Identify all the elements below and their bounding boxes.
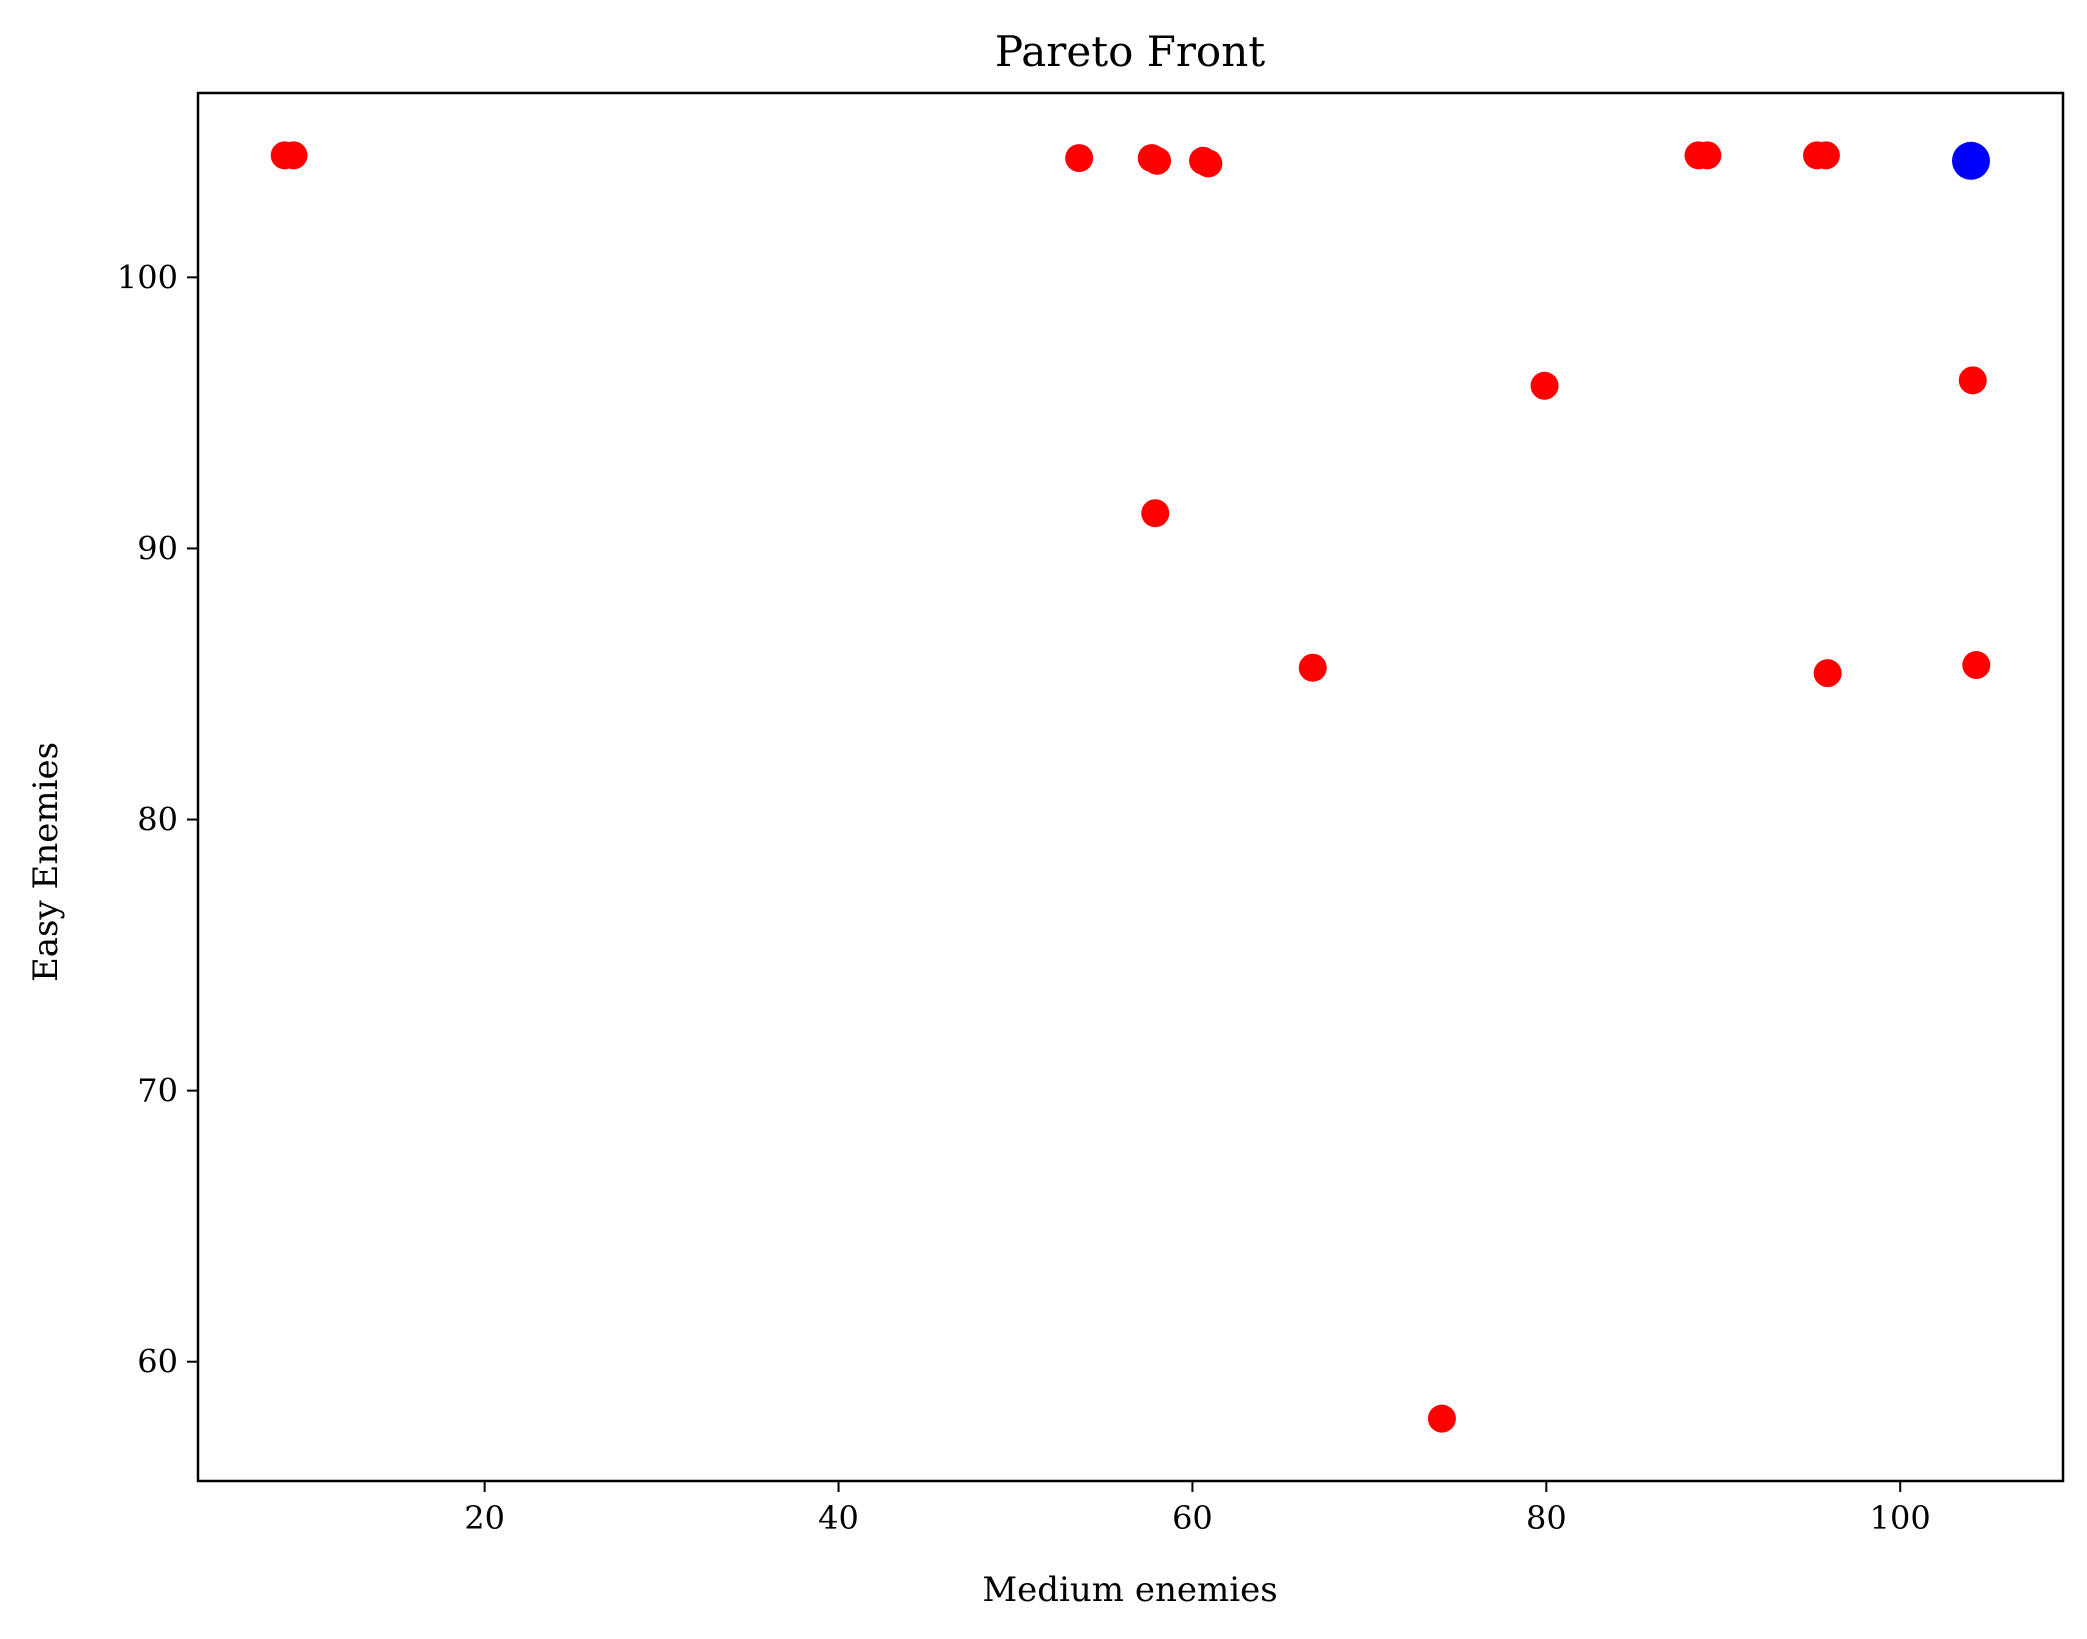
x-axis-ticks: 20 40 60 80 100 xyxy=(464,1481,1931,1537)
chart-title: Pareto Front xyxy=(995,27,1265,76)
plot-frame xyxy=(196,91,2065,1483)
data-point xyxy=(1143,146,1172,175)
data-point xyxy=(1427,1404,1456,1433)
y-axis-ticks: 60 70 80 90 100 xyxy=(117,258,198,1381)
x-tick-label: 40 xyxy=(818,1499,859,1537)
data-point xyxy=(1811,141,1840,170)
highlight-point xyxy=(1951,141,1990,180)
y-tick-label: 90 xyxy=(137,529,178,567)
data-point xyxy=(1141,499,1170,528)
data-point xyxy=(1298,653,1327,682)
y-axis-label: Easy Enemies xyxy=(26,742,66,982)
data-point xyxy=(1693,141,1722,170)
data-points xyxy=(270,141,1991,1433)
y-tick-label: 100 xyxy=(117,258,178,296)
y-tick-label: 60 xyxy=(137,1343,178,1381)
data-point xyxy=(1194,149,1223,178)
data-point xyxy=(1530,371,1559,400)
y-tick-label: 70 xyxy=(137,1072,178,1110)
x-tick-label: 80 xyxy=(1526,1499,1567,1537)
x-axis-label: Medium enemies xyxy=(982,1570,1277,1610)
data-point xyxy=(1813,659,1842,688)
x-tick-label: 100 xyxy=(1870,1499,1931,1537)
data-point xyxy=(1065,144,1094,173)
data-point xyxy=(279,141,308,170)
data-point xyxy=(1958,366,1987,395)
x-tick-label: 60 xyxy=(1172,1499,1213,1537)
y-tick-label: 80 xyxy=(137,801,178,839)
data-point xyxy=(1962,651,1991,680)
x-tick-label: 20 xyxy=(464,1499,505,1537)
